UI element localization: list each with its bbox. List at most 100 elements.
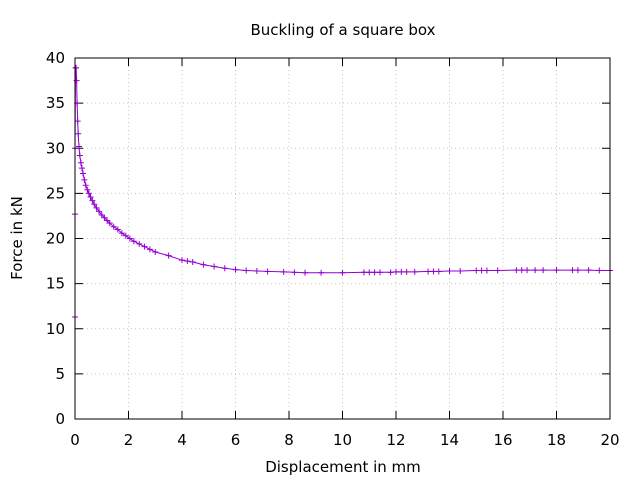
y-tick-label: 35 (46, 94, 65, 112)
data-point-marker (96, 208, 103, 215)
data-point-marker (411, 268, 418, 275)
data-point-marker (291, 269, 298, 276)
grid-layer (75, 58, 610, 419)
data-point-marker (435, 268, 442, 275)
data-point-marker (152, 249, 159, 256)
y-tick-label: 25 (46, 184, 65, 202)
data-point-marker (165, 252, 172, 259)
data-point-marker (74, 118, 81, 125)
data-point-marker (84, 186, 91, 193)
data-point-marker (302, 269, 309, 276)
chart-title: Buckling of a square box (250, 21, 435, 39)
data-point-marker (110, 223, 117, 230)
data-point-marker (478, 267, 485, 274)
data-point-marker (122, 232, 129, 239)
series-layer (72, 64, 613, 321)
data-point-marker (371, 269, 378, 276)
data-point-marker (494, 267, 501, 274)
data-point-marker (130, 238, 137, 245)
data-point-marker (403, 268, 410, 275)
series-line (74, 67, 610, 317)
data-point-marker (141, 243, 148, 250)
data-point-marker (118, 230, 125, 237)
data-point-marker (513, 267, 520, 274)
data-point-marker (483, 267, 490, 274)
data-point-marker (264, 268, 271, 275)
data-point-marker (553, 267, 560, 274)
x-tick-label: 0 (70, 431, 80, 449)
data-point-marker (211, 263, 218, 270)
x-tick-label: 4 (177, 431, 187, 449)
data-point-marker (393, 268, 399, 275)
ticks-layer: 0 2 4 6 8 10 12 14 16 18 20 0 5 10 15 20 25 30 35 40 (46, 49, 620, 449)
y-tick-label: 0 (55, 410, 65, 428)
x-tick-label: 2 (124, 431, 134, 449)
data-point-marker (425, 268, 432, 275)
x-tick-label: 12 (386, 431, 405, 449)
data-point-marker (91, 201, 98, 208)
data-point-marker (189, 258, 196, 265)
data-point-marker (126, 235, 133, 242)
data-point-marker (106, 220, 113, 227)
data-point-marker (430, 268, 437, 275)
data-point-marker (243, 267, 250, 274)
data-point-marker (82, 182, 89, 189)
data-point-marker (596, 267, 603, 274)
x-tick-label: 18 (547, 431, 566, 449)
x-tick-label: 16 (493, 431, 512, 449)
data-point-marker (114, 226, 121, 233)
data-point-marker (81, 176, 88, 183)
data-point-marker (87, 193, 94, 200)
y-tick-label: 40 (46, 49, 65, 67)
data-point-marker (200, 261, 207, 268)
data-point-marker (280, 268, 287, 275)
x-tick-label: 8 (284, 431, 294, 449)
data-point-marker (179, 257, 185, 264)
data-point-marker (104, 217, 111, 224)
x-tick-label: 14 (440, 431, 459, 449)
data-point-marker (89, 197, 96, 204)
data-point-marker (80, 170, 87, 177)
data-point-marker (473, 267, 480, 274)
data-point-marker (524, 267, 531, 274)
data-point-marker (569, 267, 576, 274)
data-point-marker (76, 143, 83, 150)
data-point-marker (360, 269, 367, 276)
y-tick-label: 30 (46, 139, 65, 157)
x-axis-label: Displacement in mm (265, 458, 421, 476)
data-point-marker (446, 267, 453, 274)
y-tick-label: 5 (55, 365, 65, 383)
data-point-marker (366, 269, 373, 276)
data-point-marker (93, 204, 100, 211)
data-point-marker (574, 267, 581, 274)
data-point-marker (318, 269, 325, 276)
data-point-marker (73, 64, 80, 71)
data-point-marker (77, 159, 84, 166)
data-point-marker (136, 240, 143, 247)
data-point-marker (387, 269, 394, 276)
data-point-marker (518, 267, 525, 274)
data-point-marker (585, 267, 592, 274)
data-point-marker (78, 165, 85, 172)
data-point-marker (376, 269, 383, 276)
data-point-marker (75, 130, 82, 137)
data-point-marker (146, 246, 153, 253)
data-point-marker (184, 258, 191, 265)
y-tick-label: 20 (46, 230, 65, 248)
data-point-marker (101, 214, 108, 221)
data-point-marker (232, 266, 239, 273)
data-point-marker (253, 267, 260, 274)
x-tick-label: 6 (231, 431, 241, 449)
plot-frame (74, 57, 611, 420)
data-point-marker (457, 267, 464, 274)
data-point-marker (85, 190, 92, 197)
data-point-marker (76, 152, 83, 159)
data-point-marker (98, 212, 105, 219)
y-tick-label: 15 (46, 275, 65, 293)
data-point-marker (540, 267, 547, 274)
x-tick-label: 20 (600, 431, 619, 449)
y-tick-label: 10 (46, 320, 65, 338)
x-tick-label: 10 (333, 431, 352, 449)
y-axis-label: Force in kN (8, 196, 26, 280)
